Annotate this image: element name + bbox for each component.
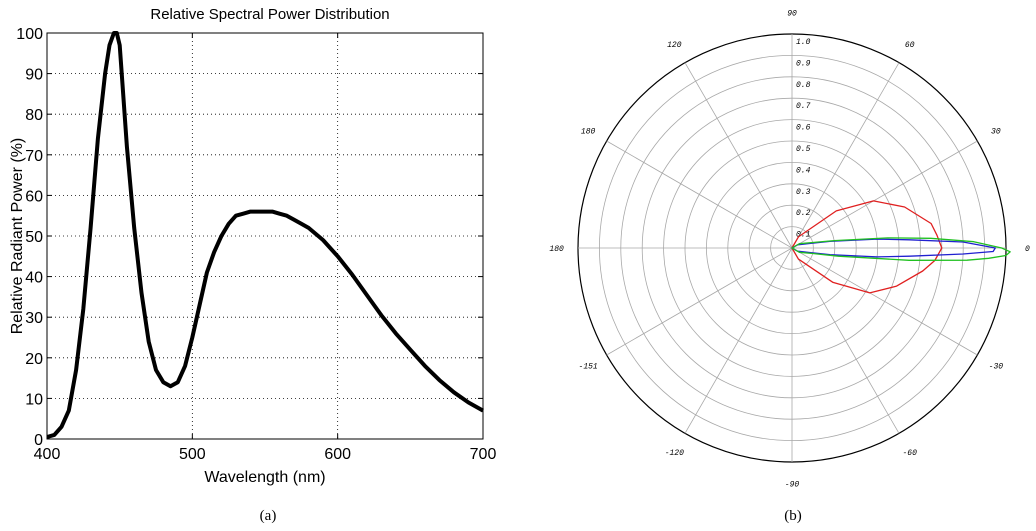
radial-tick-label: 0.7 [796, 102, 811, 111]
radial-tick-label: 0.6 [796, 124, 811, 133]
polar-series-line [791, 200, 943, 294]
chart-a-ylabel: Relative Radiant Power (%) [9, 138, 26, 335]
angle-label: 90 [787, 10, 797, 19]
angle-label: -151 [579, 363, 598, 372]
angle-label: -60 [902, 449, 917, 458]
polar-series [791, 200, 1011, 294]
polar-spoke [791, 140, 978, 249]
spectral-chart: Relative Spectral Power Distribution 400… [9, 6, 496, 524]
y-tick-label: 70 [25, 148, 43, 165]
y-tick-label: 40 [25, 270, 43, 287]
polar-spoke [791, 247, 978, 356]
polar-grid [577, 33, 1007, 463]
chart-a-ticks: 400 500 600 700 0 10 20 30 40 50 60 70 80 90 100 [16, 26, 496, 463]
y-tick-label: 50 [25, 229, 43, 246]
angle-label: 30 [991, 127, 1001, 136]
polar-spoke [606, 140, 793, 249]
radial-tick-label: 0.4 [796, 166, 811, 175]
y-tick-label: 20 [25, 351, 43, 368]
y-tick-label: 90 [25, 67, 43, 84]
x-tick-label: 500 [179, 446, 206, 463]
polar-spoke [791, 62, 900, 249]
polar-spoke [684, 62, 793, 249]
radial-tick-label: 0.1 [796, 231, 811, 240]
y-tick-label: 80 [25, 107, 43, 124]
x-tick-label: 600 [324, 446, 351, 463]
angle-label: -90 [785, 480, 800, 489]
polar-chart: 0.1 0.2 0.3 0.4 0.5 0.6 0.7 0.8 0.9 1.0 90 60 30 0 -3… [549, 10, 1030, 524]
chart-a-caption: (a) [260, 508, 277, 524]
angle-label: -120 [665, 449, 684, 458]
y-tick-label: 100 [16, 26, 43, 43]
chart-a-title: Relative Spectral Power Distribution [150, 6, 389, 23]
chart-b-caption: (b) [784, 508, 802, 524]
angle-label: 180 [549, 245, 564, 254]
y-tick-label: 60 [25, 188, 43, 205]
y-tick-label: 30 [25, 310, 43, 327]
polar-spoke [684, 247, 793, 434]
chart-a-xlabel: Wavelength (nm) [204, 469, 325, 486]
angle-label: 60 [905, 41, 915, 50]
polar-spoke [606, 247, 793, 356]
angle-label: 120 [667, 41, 682, 50]
x-tick-label: 700 [470, 446, 497, 463]
polar-spoke [791, 247, 900, 434]
radial-tick-label: 0.9 [796, 59, 811, 68]
polar-radial-ticks: 0.1 0.2 0.3 0.4 0.5 0.6 0.7 0.8 0.9 1.0 [796, 38, 811, 240]
spd-series-line [46, 31, 484, 439]
chart-a-axes-box [46, 32, 484, 440]
polar-series-line [791, 237, 1011, 261]
radial-tick-label: 0.2 [796, 209, 811, 218]
radial-tick-label: 0.3 [796, 188, 811, 197]
x-tick-label: 400 [34, 446, 61, 463]
angle-label: 0 [1025, 245, 1030, 254]
y-tick-label: 0 [34, 432, 43, 449]
angle-label: -30 [989, 363, 1004, 372]
radial-tick-label: 0.5 [796, 145, 811, 154]
y-tick-label: 10 [25, 391, 43, 408]
radial-tick-label: 0.8 [796, 81, 811, 90]
radial-tick-label: 1.0 [796, 38, 811, 47]
angle-label: 180 [581, 127, 596, 136]
chart-a-grid [47, 33, 483, 439]
polar-angle-labels: 90 60 30 0 -30 -60 -90 -120 -151 180 180 120 [549, 10, 1030, 490]
